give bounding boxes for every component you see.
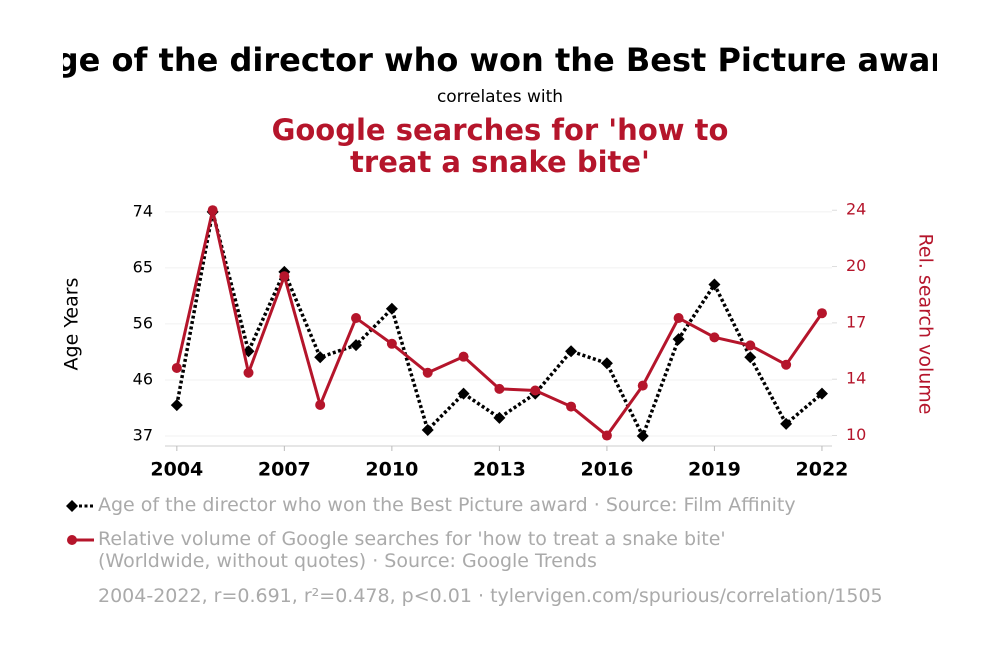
marker: [708, 278, 721, 291]
footnote: 2004-2022, r=0.691, r²=0.478, p<0.01 · t…: [98, 585, 883, 607]
x-tick-label: 2016: [580, 459, 633, 481]
y-tick-label: 56: [133, 313, 153, 332]
x-tick-label: 2010: [365, 459, 418, 481]
marker: [744, 351, 757, 364]
subtitle: correlates with: [437, 87, 563, 107]
marker: [601, 430, 612, 441]
marker: [422, 367, 433, 378]
marker: [493, 411, 506, 424]
marker: [780, 417, 793, 430]
y2-tick-label: 24: [846, 200, 866, 219]
legend-entry: Relative volume of Google searches for '…: [98, 528, 726, 572]
marker: [815, 387, 828, 400]
marker: [350, 339, 363, 352]
y-tick-label: 74: [133, 201, 153, 220]
marker: [207, 205, 218, 216]
marker: [385, 302, 398, 315]
x-tick-label: 2022: [796, 459, 849, 481]
marker: [709, 332, 720, 343]
marker: [565, 345, 578, 358]
marker: [457, 387, 470, 400]
marker: [745, 340, 756, 351]
marker: [672, 333, 685, 346]
marker: [600, 357, 613, 370]
series-line: [175, 209, 824, 438]
marker: [351, 313, 362, 324]
y2-tick-label: 14: [846, 369, 866, 388]
x-tick-label: 2013: [473, 459, 526, 481]
marker: [315, 399, 326, 410]
y2-axis-label: Rel. search volume: [915, 234, 937, 415]
x-tick-label: 2019: [688, 459, 741, 481]
marker: [458, 351, 469, 362]
legend-marker: [67, 535, 77, 545]
y-tick-label: 37: [133, 426, 153, 445]
x-tick-label: 2007: [258, 459, 311, 481]
marker: [816, 308, 827, 319]
legend-marker: [66, 500, 78, 512]
x-tick-label: 2004: [150, 459, 203, 481]
chart-title: Age of the director who won the Best Pic…: [31, 41, 969, 79]
y2-tick-label: 20: [846, 256, 866, 275]
marker: [636, 430, 649, 443]
marker: [637, 380, 648, 391]
marker: [279, 271, 290, 282]
marker: [673, 313, 684, 324]
marker: [171, 362, 182, 373]
marker: [566, 401, 577, 412]
marker: [781, 359, 792, 370]
legend-entry: Age of the director who won the Best Pic…: [98, 494, 796, 516]
marker: [494, 383, 505, 394]
y-tick-label: 46: [133, 369, 153, 388]
marker: [386, 338, 397, 349]
y-axis-label: Age Years: [61, 278, 83, 371]
y2-tick-label: 10: [846, 425, 866, 444]
correlated-title: Google searches for 'how to treat a snak…: [271, 113, 729, 179]
marker: [243, 367, 254, 378]
marker: [170, 399, 183, 412]
marker: [421, 423, 434, 436]
y2-tick-label: 17: [846, 312, 866, 331]
marker: [530, 385, 541, 396]
marker: [314, 351, 327, 364]
y-tick-label: 65: [133, 257, 153, 276]
